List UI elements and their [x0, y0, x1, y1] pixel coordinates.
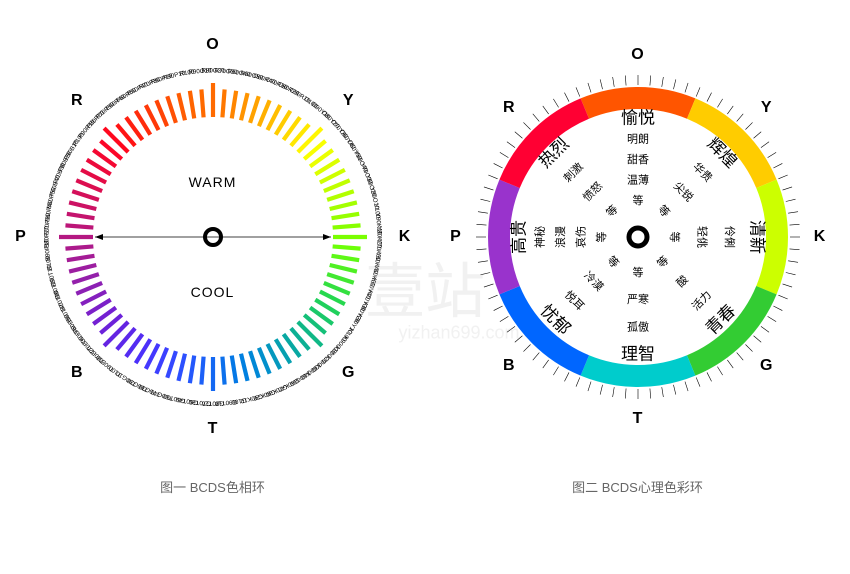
axis-label-Y: Y	[761, 99, 772, 117]
svg-text:等: 等	[653, 253, 671, 271]
svg-text:等: 等	[632, 193, 643, 207]
axis-label-G: G	[342, 364, 354, 382]
svg-text:浪漫: 浪漫	[552, 226, 566, 248]
left-wheel-area: R80O20R70O30R60O40R50O50O60R40O70R30O80R…	[13, 27, 413, 447]
diagram-container: R80O20R70O30R60O40R50O50O60R40O70R30O80R…	[0, 0, 850, 574]
axis-label-R: R	[503, 99, 515, 117]
left-caption: 图一 BCDS色相环	[160, 477, 265, 496]
svg-text:刺激: 刺激	[560, 159, 585, 184]
axis-label-O: O	[631, 46, 643, 64]
svg-text:明朗: 明朗	[627, 132, 649, 145]
svg-text:理智: 理智	[621, 344, 655, 363]
axis-label-R: R	[71, 92, 83, 110]
axis-label-B: B	[71, 364, 83, 382]
axis-label-B: B	[503, 357, 515, 375]
right-wheel-area: 愉悦明朗甜香温薄等辉煌华贵尖锐等清新伶俐轻佻等青春活力酸等理智孤傲严寒等忧郁悦耳…	[438, 27, 838, 447]
svg-text:哀伤: 哀伤	[573, 226, 587, 248]
svg-text:等: 等	[604, 253, 622, 271]
svg-text:等: 等	[602, 202, 620, 220]
svg-text:冷漠: 冷漠	[581, 269, 606, 294]
svg-text:温薄: 温薄	[627, 172, 649, 186]
axis-label-P: P	[450, 228, 461, 246]
svg-text:甜香: 甜香	[627, 153, 649, 166]
axis-label-T: T	[208, 420, 218, 438]
axis-label-P: P	[15, 228, 26, 246]
svg-text:等: 等	[593, 232, 607, 243]
svg-text:高贵: 高贵	[509, 220, 528, 254]
svg-text:R90O10: R90O10	[188, 67, 212, 76]
cool-label: COOL	[191, 284, 235, 300]
svg-text:酸: 酸	[673, 272, 691, 290]
axis-label-G: G	[760, 357, 772, 375]
right-caption: 图二 BCDS心理色彩环	[572, 477, 703, 496]
svg-text:悦耳: 悦耳	[561, 288, 586, 313]
svg-text:等: 等	[632, 265, 643, 279]
left-panel: R80O20R70O30R60O40R50O50O60R40O70R30O80R…	[13, 27, 413, 547]
svg-text:愤怒: 愤怒	[579, 179, 604, 204]
svg-text:神秘: 神秘	[532, 226, 546, 248]
svg-text:华贵: 华贵	[690, 159, 715, 184]
svg-text:孤傲: 孤傲	[627, 320, 649, 334]
svg-text:尖锐: 尖锐	[670, 179, 695, 204]
axis-label-T: T	[633, 410, 643, 428]
svg-text:严寒: 严寒	[627, 292, 649, 306]
svg-text:轻佻: 轻佻	[695, 226, 709, 248]
warm-label: WARM	[189, 174, 237, 190]
right-panel: 愉悦明朗甜香温薄等辉煌华贵尖锐等清新伶俐轻佻等青春活力酸等理智孤傲严寒等忧郁悦耳…	[438, 27, 838, 547]
svg-text:伶俐: 伶俐	[722, 226, 735, 248]
axis-label-K: K	[399, 228, 411, 246]
svg-text:等: 等	[655, 202, 673, 220]
axis-label-O: O	[206, 36, 218, 54]
axis-label-K: K	[814, 228, 826, 246]
axis-label-Y: Y	[343, 92, 354, 110]
svg-text:愉悦: 愉悦	[621, 108, 655, 127]
svg-text:活力: 活力	[689, 288, 714, 313]
left-wheel-svg: R80O20R70O30R60O40R50O50O60R40O70R30O80R…	[13, 27, 413, 447]
svg-text:等: 等	[668, 232, 682, 243]
svg-text:清新: 清新	[747, 220, 766, 254]
right-wheel-svg: 愉悦明朗甜香温薄等辉煌华贵尖锐等清新伶俐轻佻等青春活力酸等理智孤傲严寒等忧郁悦耳…	[438, 27, 838, 447]
